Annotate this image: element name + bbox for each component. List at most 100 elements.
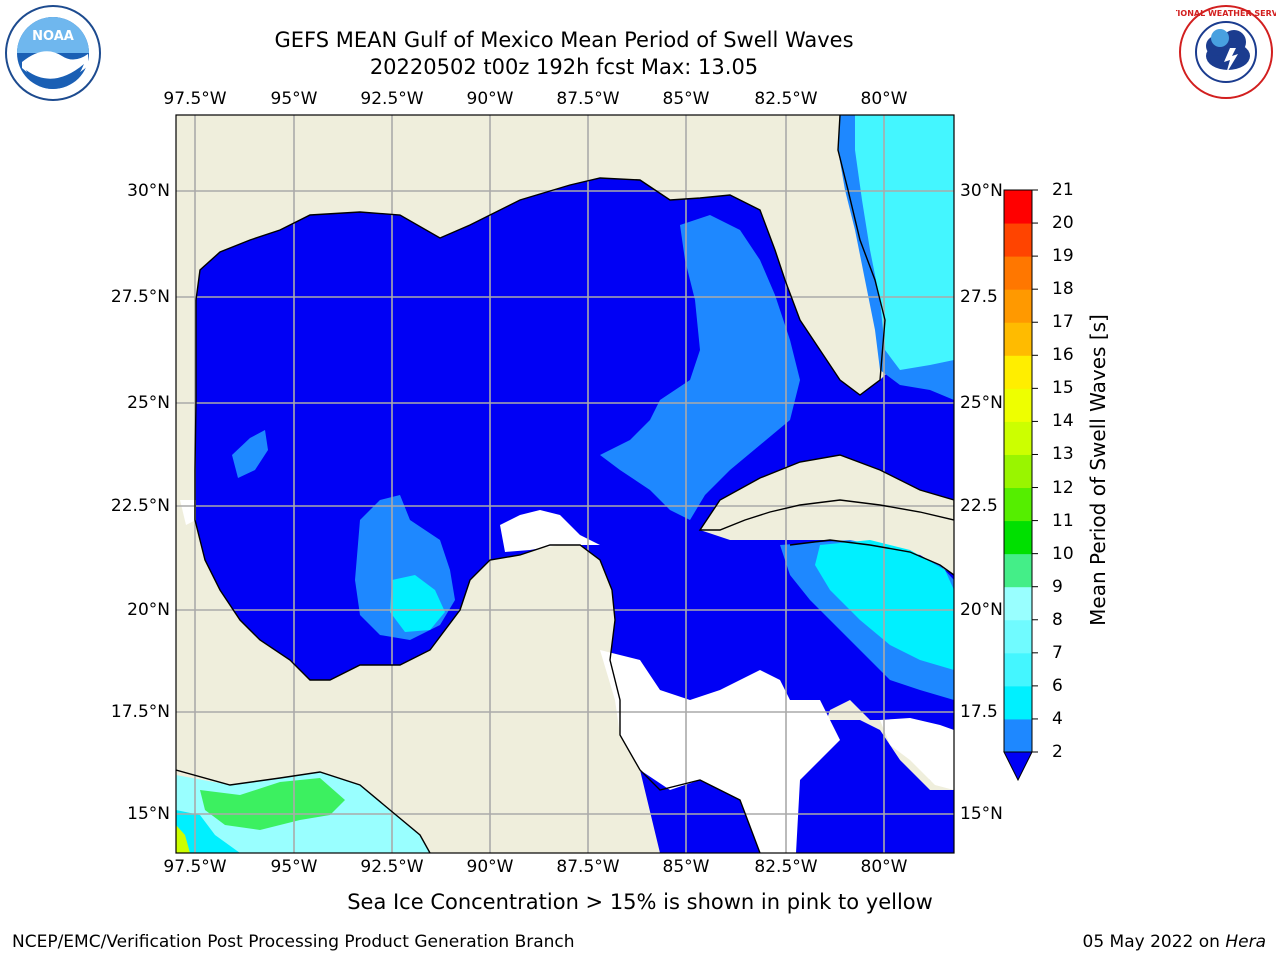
lat-tick-label-right: 22.5 (960, 496, 998, 516)
missing-data-yucatan-east (600, 650, 840, 853)
lat-tick-label-right: 27.5 (960, 287, 998, 307)
lon-tick-label-top: 82.5°W (754, 89, 818, 109)
colorbar-segment (1004, 256, 1032, 290)
colorbar-segment (1004, 355, 1032, 389)
lat-tick-label-right: 20°N (960, 600, 1003, 620)
missing-data-honduras (880, 718, 954, 790)
lon-tick-label-top: 92.5°W (360, 89, 424, 109)
colorbar-segment (1004, 289, 1032, 323)
colorbar-tick-label: 2 (1052, 742, 1063, 762)
national-weather-service-logo: NATIONAL WEATHER SERVICE (1160, 4, 1280, 100)
coastlines (176, 115, 954, 853)
colorbar-tick-label: 17 (1052, 312, 1074, 333)
colorbar-segment (1004, 223, 1032, 257)
footer-date-stamp: 05 May 2022 on Hera (1083, 932, 1267, 952)
coastline-cuba (698, 454, 954, 531)
colorbar-tick-label: 18 (1052, 279, 1074, 300)
atlantic-long-period (855, 115, 954, 370)
lat-tick-label-left: 22.5°N (110, 496, 170, 516)
colorbar-segment (1004, 553, 1032, 588)
colorbar-label: Mean Period of Swell Waves [s] (1086, 314, 1110, 626)
coastline-central-america (176, 769, 431, 853)
colorbar-segment (1004, 322, 1032, 356)
lon-tick-label-top: 90°W (466, 89, 514, 109)
mid-period-band-east-gulf (600, 215, 800, 520)
mid-period-patch-west (232, 430, 268, 478)
colorbar-segment (1004, 685, 1032, 720)
colorbar-tick-label: 16 (1052, 345, 1074, 366)
colorbar-frame (1003, 189, 1033, 753)
footer-host: Hera (1225, 932, 1266, 952)
map-plot-area (176, 115, 954, 853)
lon-tick-label-bottom: 87.5°W (556, 857, 620, 877)
colorbar-tick-label: 19 (1052, 246, 1074, 267)
lat-tick-label-left: 30°N (127, 181, 170, 201)
colorbar-tick-label: 7 (1052, 642, 1063, 663)
pacific-yellow-green (176, 825, 190, 853)
noaa-logo-text: NOAA (32, 29, 74, 44)
lon-tick-label-bottom: 97.5°W (163, 857, 227, 877)
lat-tick-label-right: 17.5 (960, 702, 998, 722)
colorbar-extend-arrow (1003, 751, 1033, 782)
pacific-green-band (200, 778, 345, 830)
colorbar-tick-label: 20 (1052, 213, 1074, 234)
lat-tick-label-right: 25°N (960, 393, 1003, 413)
colorbar-tick-label: 12 (1052, 477, 1074, 498)
lon-tick-label-bottom: 92.5°W (360, 857, 424, 877)
nws-logo-text: NATIONAL WEATHER SERVICE (1176, 9, 1276, 18)
long-period-core-campeche (390, 575, 445, 632)
colorbar-tick-label: 4 (1052, 708, 1063, 729)
footer-date: 05 May 2022 on (1082, 932, 1220, 952)
colorbar-tick-label: 14 (1052, 411, 1074, 432)
colorbar-tick-label: 11 (1052, 510, 1074, 531)
coastline-mexico (194, 300, 761, 853)
lon-tick-label-top: 95°W (270, 89, 318, 109)
colorbar-segment (1004, 190, 1032, 224)
sea-ice-note: Sea Ice Concentration > 15% is shown in … (347, 890, 933, 914)
lon-tick-label-top: 87.5°W (556, 89, 620, 109)
pacific-cyan-band (176, 810, 240, 853)
colorbar-tick-label: 13 (1052, 444, 1074, 465)
colorbar-segment (1004, 619, 1032, 654)
footer-credit: NCEP/EMC/Verification Post Processing Pr… (12, 932, 575, 952)
chart-title: GEFS MEAN Gulf of Mexico Mean Period of … (274, 28, 854, 52)
lon-tick-label-top: 97.5°W (163, 89, 227, 109)
colorbar-segment (1004, 520, 1032, 555)
missing-data-central (500, 510, 600, 552)
colorbar-segment (1004, 718, 1032, 753)
lat-lon-gridlines (176, 115, 954, 853)
lon-tick-label-bottom: 82.5°W (754, 857, 818, 877)
colorbar-tick-label: 15 (1052, 378, 1074, 399)
noaa-logo: NOAA (4, 4, 102, 102)
colorbar (1003, 189, 1038, 782)
colorbar-tick-label: 6 (1052, 675, 1063, 696)
lat-tick-label-right: 15°N (960, 804, 1003, 824)
coastline-gulf (195, 115, 886, 396)
colorbar-segment (1004, 652, 1032, 687)
colorbar-segment (1004, 421, 1032, 455)
colorbar-tick-label: 9 (1052, 576, 1063, 597)
lat-tick-label-right: 30°N (960, 181, 1003, 201)
colorbar-segment (1004, 454, 1032, 489)
colorbar-segment (1004, 487, 1032, 522)
colorbar-segment (1004, 388, 1032, 422)
lat-tick-label-left: 20°N (127, 600, 170, 620)
lon-tick-label-bottom: 90°W (466, 857, 514, 877)
colorbar-tick-label: 21 (1052, 180, 1074, 200)
map-frame (175, 114, 955, 854)
lat-tick-label-left: 25°N (127, 393, 170, 413)
lon-tick-label-top: 80°W (860, 89, 908, 109)
coastline-hispaniola (789, 539, 954, 576)
lat-tick-label-left: 27.5°N (110, 287, 170, 307)
chart-subtitle: 20220502 t00z 192h fcst Max: 13.05 (369, 55, 759, 79)
lon-tick-label-bottom: 80°W (860, 857, 908, 877)
lon-tick-label-bottom: 85°W (662, 857, 710, 877)
lat-tick-label-left: 17.5°N (110, 702, 170, 722)
colorbar-segment (1004, 586, 1032, 621)
colorbar-tick-label: 8 (1052, 609, 1063, 630)
lon-tick-label-bottom: 95°W (270, 857, 318, 877)
colorbar-tick-label: 10 (1052, 543, 1074, 564)
lon-tick-label-top: 85°W (662, 89, 710, 109)
lat-tick-label-left: 15°N (127, 804, 170, 824)
